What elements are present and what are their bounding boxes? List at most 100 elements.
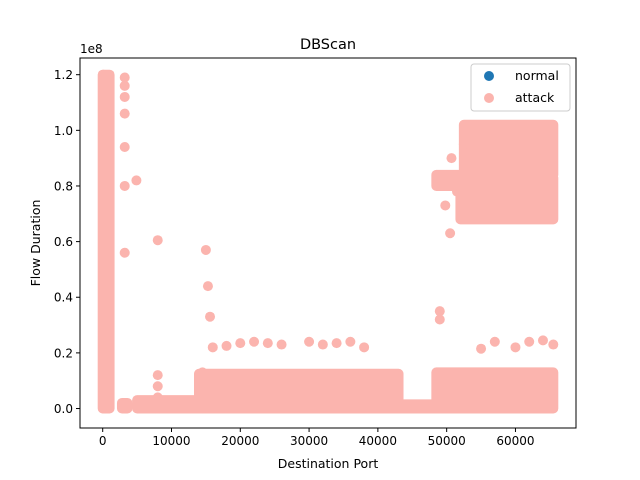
y-tick-label: 0.8 — [54, 179, 73, 193]
attack-point — [119, 403, 130, 414]
attack-point — [197, 403, 208, 414]
attack-point — [331, 338, 342, 349]
attack-point — [445, 228, 456, 239]
x-axis-label: Destination Port — [278, 456, 379, 471]
attack-point — [98, 158, 109, 169]
attack-dense-region — [458, 119, 559, 180]
attack-point — [152, 403, 163, 414]
attack-point — [98, 225, 109, 236]
y-axis-label: Flow Duration — [28, 200, 43, 287]
attack-point — [202, 281, 213, 292]
attack-point — [98, 292, 109, 303]
x-tick-label: 20000 — [221, 434, 259, 448]
attack-point — [98, 381, 109, 392]
attack-point — [119, 180, 130, 191]
attack-point — [119, 80, 130, 91]
attack-point — [98, 180, 109, 191]
attack-dense-region — [393, 399, 442, 414]
attack-point — [510, 342, 521, 353]
attack-point — [207, 342, 218, 353]
plot-frame — [79, 57, 577, 429]
attack-point — [345, 336, 356, 347]
attack-point — [98, 203, 109, 214]
x-tick-label: 60000 — [496, 434, 534, 448]
attack-point — [451, 186, 462, 197]
legend-label-attack: attack — [515, 90, 555, 105]
attack-dense-regions — [97, 69, 559, 414]
attack-point — [98, 91, 109, 102]
y-tick-label: 0.6 — [54, 235, 73, 249]
attack-point — [119, 142, 130, 153]
attack-point — [98, 336, 109, 347]
attack-point — [249, 336, 260, 347]
attack-point — [131, 175, 142, 186]
y-offset-text: 1e8 — [80, 42, 103, 56]
attack-point — [221, 340, 232, 351]
attack-point — [317, 339, 328, 350]
attack-point — [200, 244, 211, 255]
attack-point — [489, 336, 500, 347]
attack-point — [434, 306, 445, 317]
x-tick-label: 50000 — [428, 434, 466, 448]
chart-title: DBScan — [300, 37, 356, 53]
attack-point — [434, 314, 445, 325]
attack-point — [262, 338, 273, 349]
y-tick-label: 0.0 — [54, 402, 73, 416]
attack-point — [489, 175, 500, 186]
attack-point — [197, 367, 208, 378]
attack-point — [98, 314, 109, 325]
x-tick-label: 0 — [99, 434, 107, 448]
attack-point — [548, 339, 559, 350]
attack-point — [197, 386, 208, 397]
attack-point — [205, 311, 216, 322]
attack-point — [235, 338, 246, 349]
attack-point — [119, 108, 130, 119]
attack-point — [152, 392, 163, 403]
attack-point — [152, 381, 163, 392]
legend: normal attack — [470, 63, 571, 112]
attack-points — [98, 69, 559, 414]
attack-point — [152, 370, 163, 381]
y-tick-label: 1.2 — [54, 68, 73, 82]
y-axis-ticks: 0.0 0.2 0.4 0.6 0.8 1.0 1.2 — [54, 68, 80, 416]
attack-point — [524, 336, 535, 347]
attack-point — [476, 343, 487, 354]
attack-dense-region — [455, 172, 559, 225]
attack-point — [98, 403, 109, 414]
attack-dense-region — [97, 69, 115, 414]
attack-point — [537, 335, 548, 346]
attack-point — [98, 136, 109, 147]
attack-point — [98, 114, 109, 125]
legend-box — [470, 63, 571, 112]
attack-point — [98, 69, 109, 80]
attack-point — [276, 339, 287, 350]
attack-point — [98, 269, 109, 280]
legend-label-normal: normal — [515, 68, 559, 83]
attack-point — [304, 336, 315, 347]
x-tick-label: 10000 — [152, 434, 190, 448]
x-axis-ticks: 0 10000 20000 30000 40000 50000 60000 — [99, 428, 535, 448]
attack-point — [119, 91, 130, 102]
attack-point — [436, 175, 447, 186]
attack-point — [119, 72, 130, 83]
attack-dense-region — [431, 367, 559, 414]
legend-marker-attack — [484, 93, 494, 103]
y-tick-label: 0.4 — [54, 291, 73, 305]
y-tick-label: 1.0 — [54, 124, 73, 138]
attack-point — [446, 153, 457, 164]
attack-point — [359, 342, 370, 353]
y-tick-label: 0.2 — [54, 346, 73, 360]
attack-dense-region — [194, 368, 404, 414]
attack-point — [531, 147, 542, 158]
attack-point — [440, 200, 451, 211]
x-tick-label: 30000 — [290, 434, 328, 448]
attack-dense-region — [132, 395, 211, 414]
legend-marker-normal — [484, 71, 494, 81]
attack-point — [98, 247, 109, 258]
attack-point — [458, 139, 469, 150]
x-tick-label: 40000 — [359, 434, 397, 448]
attack-point — [119, 247, 130, 258]
attack-point — [98, 359, 109, 370]
attack-point — [152, 235, 163, 246]
